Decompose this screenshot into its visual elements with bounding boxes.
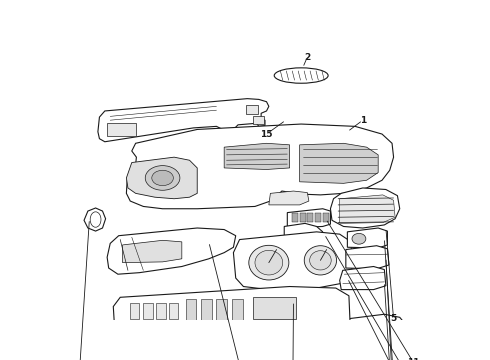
Polygon shape [340, 266, 386, 289]
Ellipse shape [249, 245, 289, 280]
Polygon shape [330, 188, 400, 228]
Bar [307, 213, 314, 222]
Ellipse shape [274, 68, 328, 83]
Ellipse shape [152, 170, 173, 186]
Polygon shape [269, 191, 309, 205]
Bar [156, 303, 166, 319]
Ellipse shape [304, 246, 337, 275]
Bar [232, 299, 243, 328]
Bar [143, 303, 152, 319]
Bar [253, 297, 296, 319]
Bar [169, 303, 178, 319]
Polygon shape [126, 157, 197, 199]
Ellipse shape [310, 251, 331, 270]
Text: 11: 11 [407, 358, 420, 360]
Bar [323, 213, 329, 222]
Polygon shape [300, 143, 378, 183]
Polygon shape [287, 209, 330, 228]
Bar [201, 299, 212, 328]
Polygon shape [113, 287, 350, 345]
Bar [217, 299, 227, 328]
Bar [245, 105, 258, 114]
Bar [130, 303, 140, 319]
Polygon shape [84, 208, 106, 231]
Polygon shape [346, 246, 389, 269]
Bar [253, 320, 296, 334]
Polygon shape [233, 232, 352, 289]
Polygon shape [122, 240, 182, 263]
Polygon shape [224, 143, 290, 170]
Ellipse shape [145, 166, 180, 190]
Bar [315, 213, 321, 222]
Ellipse shape [352, 323, 381, 339]
Polygon shape [284, 223, 323, 242]
Polygon shape [98, 99, 269, 142]
Ellipse shape [255, 250, 283, 275]
Polygon shape [126, 124, 393, 209]
Bar [300, 213, 306, 222]
Polygon shape [338, 314, 408, 348]
Bar [186, 299, 196, 328]
Ellipse shape [358, 326, 375, 336]
Text: 1: 1 [360, 116, 366, 125]
Polygon shape [107, 228, 236, 274]
Text: 5: 5 [391, 314, 397, 323]
Polygon shape [347, 228, 388, 248]
Bar [107, 122, 136, 136]
Text: 15: 15 [260, 130, 273, 139]
Bar [253, 116, 264, 124]
Polygon shape [340, 195, 395, 223]
Ellipse shape [352, 233, 366, 244]
Bar [292, 213, 298, 222]
Ellipse shape [90, 212, 101, 227]
Text: 2: 2 [304, 53, 311, 62]
